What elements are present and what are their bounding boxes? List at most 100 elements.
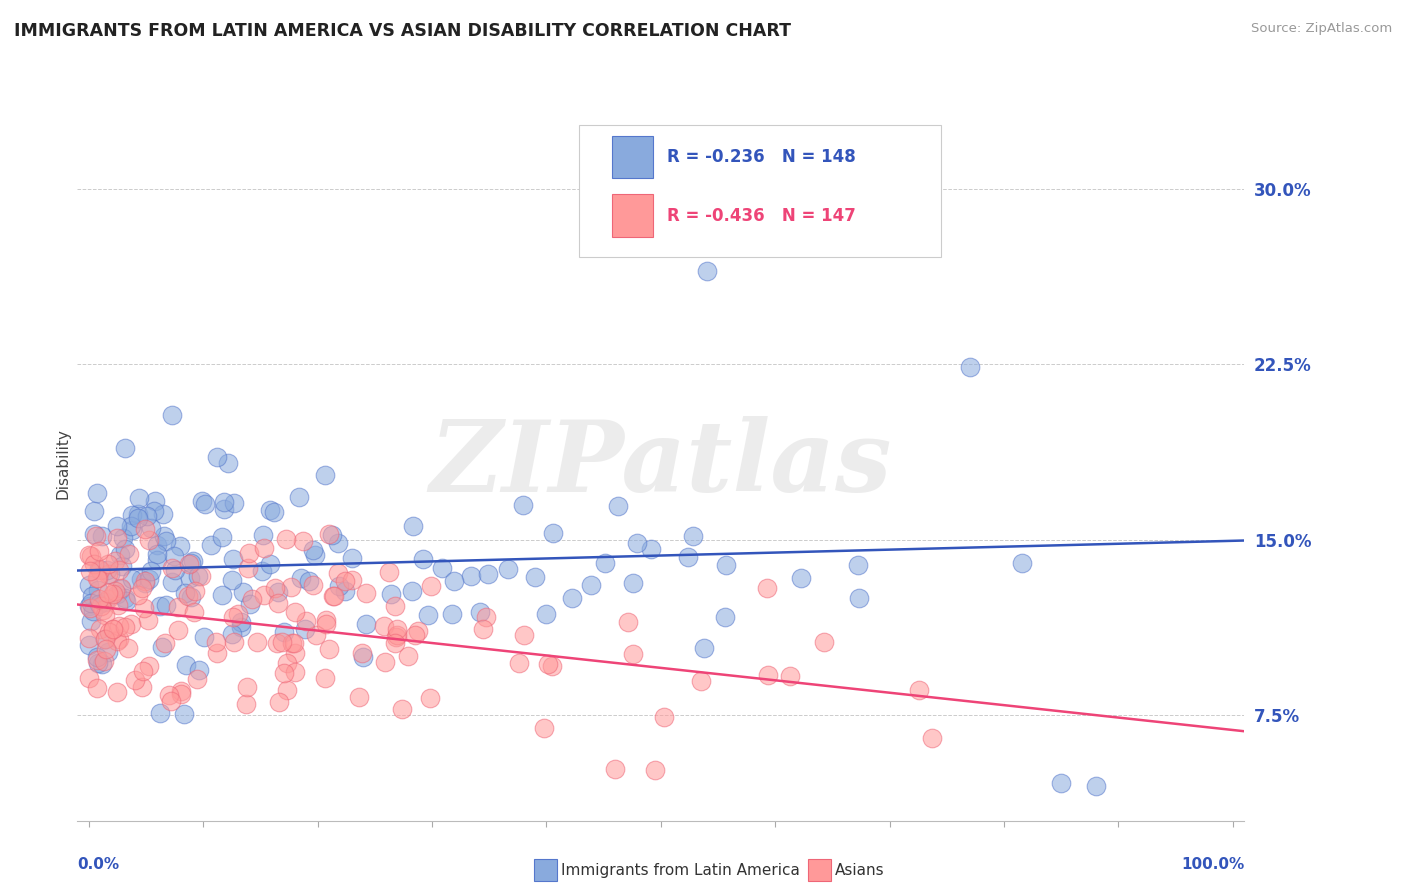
Point [136, 613, 159, 627]
Point [93, 654, 115, 668]
Point [533, 721, 555, 735]
Point [284, 605, 307, 619]
Point [118, 547, 141, 561]
Point [184, 583, 207, 598]
Point [460, 569, 482, 583]
Point [270, 635, 292, 649]
Point [374, 656, 396, 670]
Point [385, 630, 408, 644]
Point [294, 623, 316, 637]
Point [134, 522, 156, 536]
Point [77, 638, 100, 652]
Point [169, 539, 191, 553]
Text: 0.0%: 0.0% [77, 857, 120, 872]
Point [302, 543, 325, 558]
Point [273, 625, 295, 640]
Point [284, 665, 307, 680]
Point [163, 549, 186, 563]
Point [160, 409, 183, 423]
Point [318, 527, 340, 541]
Point [183, 605, 205, 619]
Point [87, 583, 110, 598]
Point [91, 657, 114, 671]
Point [652, 710, 675, 724]
Point [83, 558, 105, 572]
Point [787, 240, 810, 254]
Point [250, 565, 273, 579]
Point [170, 687, 193, 701]
Point [194, 497, 217, 511]
Point [222, 495, 245, 509]
Point [91, 602, 114, 616]
Point [373, 619, 395, 633]
Point [350, 646, 373, 660]
Point [89, 563, 111, 577]
Point [416, 607, 439, 622]
Point [77, 631, 100, 645]
Point [127, 511, 149, 525]
Point [512, 498, 534, 512]
Point [756, 581, 779, 595]
Point [110, 582, 132, 597]
Point [160, 694, 183, 708]
Point [235, 698, 257, 712]
Point [86, 571, 108, 585]
Point [179, 557, 201, 571]
Point [222, 610, 245, 624]
Point [621, 575, 644, 590]
Point [290, 572, 312, 586]
Point [98, 566, 121, 581]
Point [239, 597, 262, 611]
Point [472, 622, 495, 636]
Point [87, 591, 110, 606]
Point [354, 585, 377, 599]
Point [756, 668, 779, 682]
Point [96, 563, 118, 577]
Point [105, 531, 128, 545]
Point [131, 680, 153, 694]
Point [335, 584, 357, 599]
Point [139, 521, 162, 535]
Point [267, 595, 290, 609]
Point [180, 590, 202, 604]
Point [848, 591, 870, 605]
Point [146, 552, 169, 566]
Point [146, 547, 169, 561]
Point [315, 617, 337, 632]
Point [107, 563, 129, 577]
Bar [612, 194, 652, 237]
Point [138, 572, 160, 586]
Point [412, 552, 434, 566]
Point [104, 584, 127, 599]
Point [90, 599, 112, 613]
Point [146, 538, 169, 552]
Point [91, 529, 114, 543]
Point [333, 574, 356, 589]
Point [714, 610, 737, 624]
Point [298, 574, 321, 589]
Point [236, 681, 259, 695]
Point [846, 558, 869, 572]
Point [419, 579, 441, 593]
Point [328, 579, 350, 593]
Point [302, 577, 325, 591]
Point [266, 635, 288, 649]
Point [145, 494, 167, 508]
Point [117, 640, 139, 655]
Point [246, 635, 269, 649]
Point [111, 531, 134, 545]
Point [229, 615, 252, 630]
Point [108, 632, 131, 646]
Point [430, 561, 453, 575]
Text: IMMIGRANTS FROM LATIN AMERICA VS ASIAN DISABILITY CORRELATION CHART: IMMIGRANTS FROM LATIN AMERICA VS ASIAN D… [14, 22, 792, 40]
Text: Source: ZipAtlas.com: Source: ZipAtlas.com [1251, 22, 1392, 36]
Point [205, 646, 228, 660]
Point [541, 525, 564, 540]
Point [127, 507, 149, 521]
Point [537, 657, 560, 672]
Point [94, 608, 117, 623]
Point [132, 664, 155, 678]
Point [644, 763, 666, 777]
Point [340, 551, 363, 566]
Point [153, 529, 176, 543]
